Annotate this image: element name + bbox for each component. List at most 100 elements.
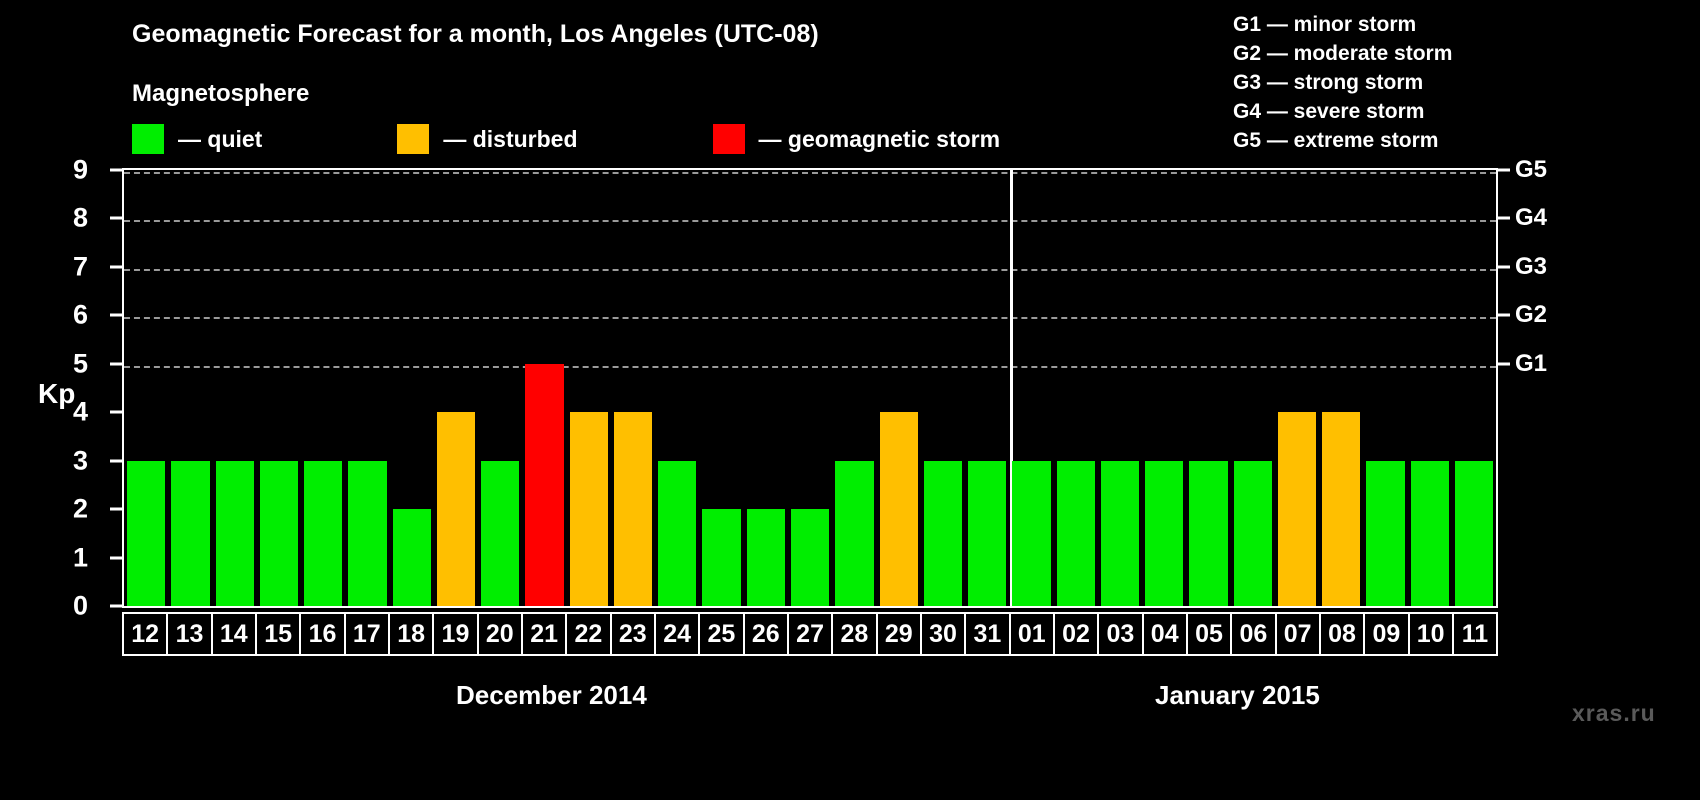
day-cell-20[interactable]: 20 bbox=[476, 612, 523, 656]
bar-cell-30[interactable] bbox=[921, 170, 965, 606]
bar-cell-01[interactable] bbox=[1009, 170, 1053, 606]
bar[interactable] bbox=[1366, 460, 1405, 606]
day-cell-18[interactable]: 18 bbox=[387, 612, 435, 656]
bar[interactable] bbox=[1233, 460, 1272, 606]
bar-cell-27[interactable] bbox=[788, 170, 832, 606]
bar[interactable] bbox=[215, 460, 254, 606]
bar-cell-12[interactable] bbox=[124, 170, 168, 606]
bar[interactable] bbox=[1277, 412, 1317, 606]
day-cell-25[interactable]: 25 bbox=[698, 612, 745, 656]
bar-cell-21[interactable] bbox=[522, 170, 566, 606]
bar-cell-03[interactable] bbox=[1098, 170, 1142, 606]
bar-cell-29[interactable] bbox=[877, 170, 921, 606]
bar-cell-13[interactable] bbox=[168, 170, 212, 606]
bar[interactable] bbox=[1322, 412, 1361, 606]
bar-cell-31[interactable] bbox=[965, 170, 1009, 606]
bar-cell-07[interactable] bbox=[1275, 170, 1319, 606]
day-cell-01[interactable]: 01 bbox=[1008, 612, 1055, 656]
day-cell-07[interactable]: 07 bbox=[1274, 612, 1321, 656]
bar[interactable] bbox=[1454, 460, 1494, 606]
bar[interactable] bbox=[1189, 460, 1228, 606]
day-cell-05[interactable]: 05 bbox=[1185, 612, 1233, 656]
bar[interactable] bbox=[436, 412, 476, 606]
day-label: 18 bbox=[397, 619, 426, 648]
bar-cell-02[interactable] bbox=[1054, 170, 1098, 606]
day-cell-15[interactable]: 15 bbox=[254, 612, 302, 656]
bar-cell-11[interactable] bbox=[1452, 170, 1496, 606]
bar-cell-28[interactable] bbox=[832, 170, 876, 606]
bar[interactable] bbox=[392, 509, 431, 606]
bar-cell-06[interactable] bbox=[1231, 170, 1275, 606]
day-cell-30[interactable]: 30 bbox=[919, 612, 967, 656]
day-cell-16[interactable]: 16 bbox=[299, 612, 346, 656]
day-cell-10[interactable]: 10 bbox=[1407, 612, 1454, 656]
day-cell-06[interactable]: 06 bbox=[1230, 612, 1277, 656]
bar[interactable] bbox=[746, 509, 785, 606]
day-label: 28 bbox=[840, 619, 869, 648]
bar[interactable] bbox=[968, 460, 1007, 606]
bar[interactable] bbox=[481, 460, 520, 606]
bar[interactable] bbox=[879, 412, 918, 606]
day-cell-23[interactable]: 23 bbox=[609, 612, 656, 656]
bar-cell-14[interactable] bbox=[213, 170, 257, 606]
day-label: 06 bbox=[1239, 619, 1268, 648]
bar-cell-09[interactable] bbox=[1363, 170, 1407, 606]
bar[interactable] bbox=[259, 460, 299, 606]
bar-cell-16[interactable] bbox=[301, 170, 345, 606]
day-cell-28[interactable]: 28 bbox=[831, 612, 878, 656]
bar[interactable] bbox=[171, 460, 210, 606]
bar[interactable] bbox=[348, 460, 387, 606]
day-cell-22[interactable]: 22 bbox=[565, 612, 612, 656]
day-cell-08[interactable]: 08 bbox=[1318, 612, 1366, 656]
bar-cell-24[interactable] bbox=[655, 170, 699, 606]
day-cell-12[interactable]: 12 bbox=[122, 612, 169, 656]
bar-cell-25[interactable] bbox=[699, 170, 743, 606]
bar-cell-08[interactable] bbox=[1319, 170, 1363, 606]
bar-cell-20[interactable] bbox=[478, 170, 522, 606]
day-cell-31[interactable]: 31 bbox=[964, 612, 1011, 656]
bar[interactable] bbox=[790, 509, 830, 606]
bar-cell-26[interactable] bbox=[744, 170, 788, 606]
g-axis-tickmark-g5 bbox=[1498, 168, 1510, 172]
bar[interactable] bbox=[1056, 460, 1095, 606]
bar[interactable] bbox=[127, 460, 166, 606]
day-cell-29[interactable]: 29 bbox=[875, 612, 922, 656]
day-cell-02[interactable]: 02 bbox=[1052, 612, 1100, 656]
day-cell-04[interactable]: 04 bbox=[1141, 612, 1188, 656]
bar[interactable] bbox=[923, 460, 963, 606]
bar[interactable] bbox=[525, 363, 564, 606]
day-cell-11[interactable]: 11 bbox=[1451, 612, 1499, 656]
bar-cell-22[interactable] bbox=[567, 170, 611, 606]
day-cell-09[interactable]: 09 bbox=[1363, 612, 1410, 656]
bar[interactable] bbox=[569, 412, 608, 606]
day-cell-26[interactable]: 26 bbox=[742, 612, 789, 656]
month-label-january: January 2015 bbox=[1155, 680, 1320, 710]
bar-cell-17[interactable] bbox=[345, 170, 389, 606]
bar-cell-19[interactable] bbox=[434, 170, 478, 606]
bar[interactable] bbox=[613, 412, 653, 606]
bar-cell-18[interactable] bbox=[390, 170, 434, 606]
day-cell-24[interactable]: 24 bbox=[653, 612, 701, 656]
day-cell-17[interactable]: 17 bbox=[343, 612, 390, 656]
day-cell-13[interactable]: 13 bbox=[166, 612, 213, 656]
bar-cell-15[interactable] bbox=[257, 170, 301, 606]
bar[interactable] bbox=[702, 509, 741, 606]
bar-cell-23[interactable] bbox=[611, 170, 655, 606]
day-cell-03[interactable]: 03 bbox=[1097, 612, 1144, 656]
bar-cell-10[interactable] bbox=[1408, 170, 1452, 606]
day-cell-19[interactable]: 19 bbox=[432, 612, 479, 656]
bar[interactable] bbox=[1100, 460, 1140, 606]
bar[interactable] bbox=[1145, 460, 1184, 606]
bar[interactable] bbox=[835, 460, 874, 606]
day-cell-21[interactable]: 21 bbox=[520, 612, 568, 656]
bar-cell-05[interactable] bbox=[1186, 170, 1230, 606]
day-cell-14[interactable]: 14 bbox=[210, 612, 257, 656]
bar[interactable] bbox=[658, 460, 697, 606]
day-cell-27[interactable]: 27 bbox=[786, 612, 834, 656]
bar[interactable] bbox=[1410, 460, 1449, 606]
bar-cell-04[interactable] bbox=[1142, 170, 1186, 606]
watermark: xras.ru bbox=[1572, 700, 1656, 726]
bar[interactable] bbox=[1012, 460, 1051, 606]
bar[interactable] bbox=[304, 460, 343, 606]
day-label: 20 bbox=[485, 619, 514, 648]
